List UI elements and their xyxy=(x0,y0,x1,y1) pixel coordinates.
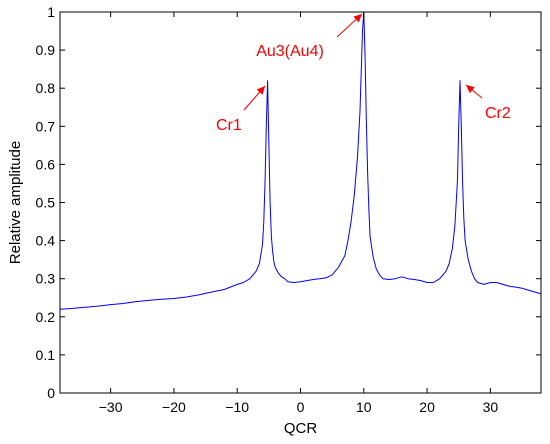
x-axis-label: QCR xyxy=(284,420,318,437)
x-tick-label: −30 xyxy=(99,399,123,415)
y-tick-label: 0.4 xyxy=(36,233,56,249)
annotation-arrowhead xyxy=(353,14,362,23)
y-tick-label: 0.9 xyxy=(36,42,56,58)
annotation-label: Cr1 xyxy=(216,117,242,134)
x-tick-label: 30 xyxy=(483,399,499,415)
y-tick-label: 0.5 xyxy=(36,195,56,211)
x-tick-label: −10 xyxy=(225,399,249,415)
y-tick-label: 0.6 xyxy=(36,156,56,172)
x-tick-label: −20 xyxy=(162,399,186,415)
annotation-label: Cr2 xyxy=(485,105,511,122)
y-tick-label: 0.3 xyxy=(36,271,56,287)
plot-area xyxy=(60,12,541,393)
y-tick-label: 0.1 xyxy=(36,347,56,363)
y-tick-label: 1 xyxy=(47,4,55,20)
annotation-label: Au3(Au4) xyxy=(256,43,324,60)
y-tick-label: 0 xyxy=(47,385,55,401)
annotations: Au3(Au4) Cr1 Cr2 xyxy=(216,13,511,134)
y-tick-label: 0.8 xyxy=(36,80,56,96)
x-tick-label: 10 xyxy=(356,399,372,415)
x-tick-label: 20 xyxy=(419,399,435,415)
y-tick-label: 0.2 xyxy=(36,309,56,325)
y-tick-label: 0.7 xyxy=(36,118,56,134)
y-axis-label: Relative amplitude xyxy=(7,141,24,264)
x-tick-label: 0 xyxy=(297,399,305,415)
series-line-1 xyxy=(59,11,542,310)
series-layer xyxy=(59,11,542,310)
x-axis: −30 −20 −10 0 10 20 30 xyxy=(99,12,499,415)
annotation-arrowhead xyxy=(466,85,475,94)
annotation-arrowhead xyxy=(256,86,265,95)
y-axis: 0 0.1 0.2 0.3 0.4 0.5 0.6 0.7 0.8 0.9 1 xyxy=(36,4,541,401)
